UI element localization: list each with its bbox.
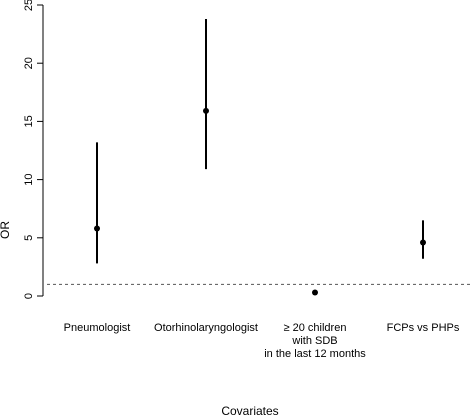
y-tick-label-5: 25 [23,0,35,11]
data-marks [94,18,426,296]
x-category-label-3-line-0: FCPs vs PHPs [387,322,460,334]
x-category-label-2-line-1: with SDB [291,335,337,347]
or-point-0 [94,225,100,232]
x-category-label-2-line-0: ≥ 20 children [284,322,347,334]
y-tick-label-4: 20 [23,57,35,69]
x-category-label-2: ≥ 20 children with SDB in the last 12 mont… [264,322,366,360]
x-category-label-3: FCPs vs PHPs [387,322,460,334]
x-category-labels: Pneumologist Otorhinolaryngologist ≥ 20 ch… [64,322,460,360]
or-point-1 [203,107,209,114]
x-category-label-1: Otorhinolaryngologist [154,322,258,334]
y-tick-label-1: 5 [23,235,35,241]
y-axis: 0 5 10 15 20 25 [23,0,44,299]
x-axis-title: Covariates [221,404,278,417]
y-axis-title: OR [0,221,12,239]
y-tick-label-3: 15 [23,115,35,127]
x-category-label-0: Pneumologist [64,322,131,334]
y-tick-label-0: 0 [23,293,35,299]
or-point-2 [312,289,318,296]
or-point-3 [420,239,426,246]
x-category-label-2-line-2: in the last 12 months [264,348,366,360]
x-category-label-1-line-0: Otorhinolaryngologist [154,322,258,334]
x-category-label-0-line-0: Pneumologist [64,322,131,334]
y-tick-label-2: 10 [23,173,35,185]
